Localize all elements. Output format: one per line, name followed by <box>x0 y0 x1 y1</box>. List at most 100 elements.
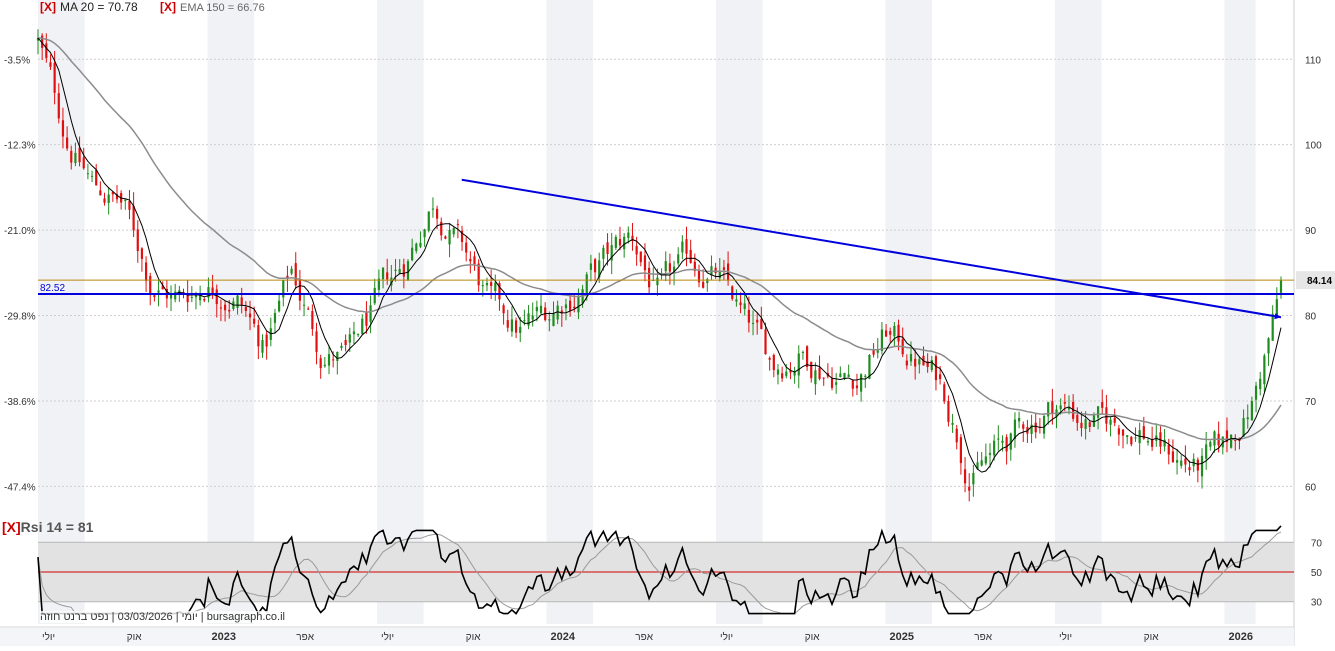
candles-group <box>36 29 1283 502</box>
candle-body <box>735 299 738 302</box>
candle-body <box>1221 436 1224 448</box>
candle-body <box>602 247 605 259</box>
candle-body <box>452 227 455 235</box>
candle-body <box>336 352 339 361</box>
candle-body <box>1034 422 1037 433</box>
candle-body <box>593 259 597 273</box>
rsi-close-icon[interactable]: [X] <box>2 519 21 535</box>
candle-body <box>722 267 726 270</box>
candle-body <box>394 269 397 272</box>
candle-body <box>128 200 131 210</box>
candle-body <box>485 282 489 286</box>
price-tick-label-left: -12.3% <box>4 141 36 152</box>
candle-body <box>968 486 971 491</box>
candle-body <box>278 300 281 312</box>
candle-body <box>909 353 913 362</box>
candle-body <box>947 401 950 422</box>
price-tick-label-right: 80 <box>1305 312 1317 323</box>
candle-body <box>805 346 809 367</box>
candle-body <box>406 261 410 280</box>
candle-body <box>1246 417 1249 420</box>
candle-body <box>111 191 114 195</box>
candle-body <box>955 428 958 443</box>
candle-body <box>519 326 522 333</box>
candle-body <box>1080 422 1083 429</box>
candle-body <box>49 62 52 67</box>
candle-body <box>718 270 721 279</box>
candle-body <box>332 359 335 361</box>
candle-body <box>623 236 626 250</box>
candle-body <box>45 43 48 59</box>
time-tick-label: אפר <box>974 632 992 643</box>
candle-body <box>1109 419 1112 425</box>
candle-body <box>523 320 526 322</box>
candle-body <box>1163 439 1166 447</box>
candle-body <box>951 422 954 425</box>
candle-body <box>835 382 838 385</box>
candle-body <box>776 369 780 375</box>
candle-body <box>1113 417 1116 423</box>
legend-ema: [X] EMA 150 = 66.76 <box>160 0 265 14</box>
candle-body <box>556 305 559 320</box>
rsi-tick-label: 30 <box>1311 598 1323 609</box>
candle-body <box>82 157 85 169</box>
candle-body <box>872 349 875 355</box>
candle-body <box>398 269 401 274</box>
candle-body <box>814 370 817 385</box>
candle-body <box>36 37 40 41</box>
candle-body <box>78 147 81 163</box>
candle-body <box>1096 406 1100 418</box>
candle-body <box>194 293 198 298</box>
candle-body <box>498 283 501 300</box>
candle-body <box>169 294 173 299</box>
candle-body <box>153 295 156 298</box>
candle-body <box>144 262 148 281</box>
candle-body <box>847 374 850 377</box>
candle-body <box>1101 401 1104 408</box>
candle-body <box>448 229 451 245</box>
price-tick-label-left: -38.6% <box>4 397 36 408</box>
candle-body <box>897 324 900 342</box>
candle-body <box>1234 440 1237 442</box>
candle-body <box>697 270 701 283</box>
candle-body <box>1076 414 1079 424</box>
candle-body <box>1146 441 1150 443</box>
candle-body <box>963 469 967 484</box>
candle-body <box>223 304 227 311</box>
ema-close-icon[interactable]: [X] <box>160 0 176 14</box>
candle-body <box>186 293 189 303</box>
candle-body <box>569 300 572 311</box>
candle-body <box>257 325 260 347</box>
candle-body <box>431 208 435 210</box>
candle-body <box>1017 417 1021 422</box>
candle-body <box>1013 419 1017 439</box>
candle-body <box>1263 355 1266 385</box>
candle-body <box>552 313 555 327</box>
candle-body <box>419 242 422 247</box>
candle-body <box>818 367 821 379</box>
candle-body <box>253 318 256 324</box>
candle-body <box>415 243 418 252</box>
price-tick-label-left: -21.0% <box>4 226 36 237</box>
ma-close-icon[interactable]: [X] <box>40 0 56 14</box>
time-tick-label: יולי <box>1059 631 1072 643</box>
candle-body <box>99 190 102 196</box>
candle-body <box>74 152 77 164</box>
quarter-shade <box>1055 0 1102 624</box>
candle-body <box>1279 280 1283 293</box>
candle-body <box>240 297 243 305</box>
candle-body <box>1130 436 1133 445</box>
candle-body <box>311 310 314 330</box>
candle-body <box>760 318 763 330</box>
candle-body <box>851 380 854 389</box>
trendline <box>461 178 1282 319</box>
candle-body <box>539 305 543 314</box>
candle-body <box>1254 385 1258 400</box>
candle-body <box>327 354 331 366</box>
candle-body <box>140 248 144 259</box>
candle-body <box>768 357 771 360</box>
candle-body <box>90 175 94 177</box>
candle-body <box>610 245 613 261</box>
candle-body <box>490 282 493 286</box>
